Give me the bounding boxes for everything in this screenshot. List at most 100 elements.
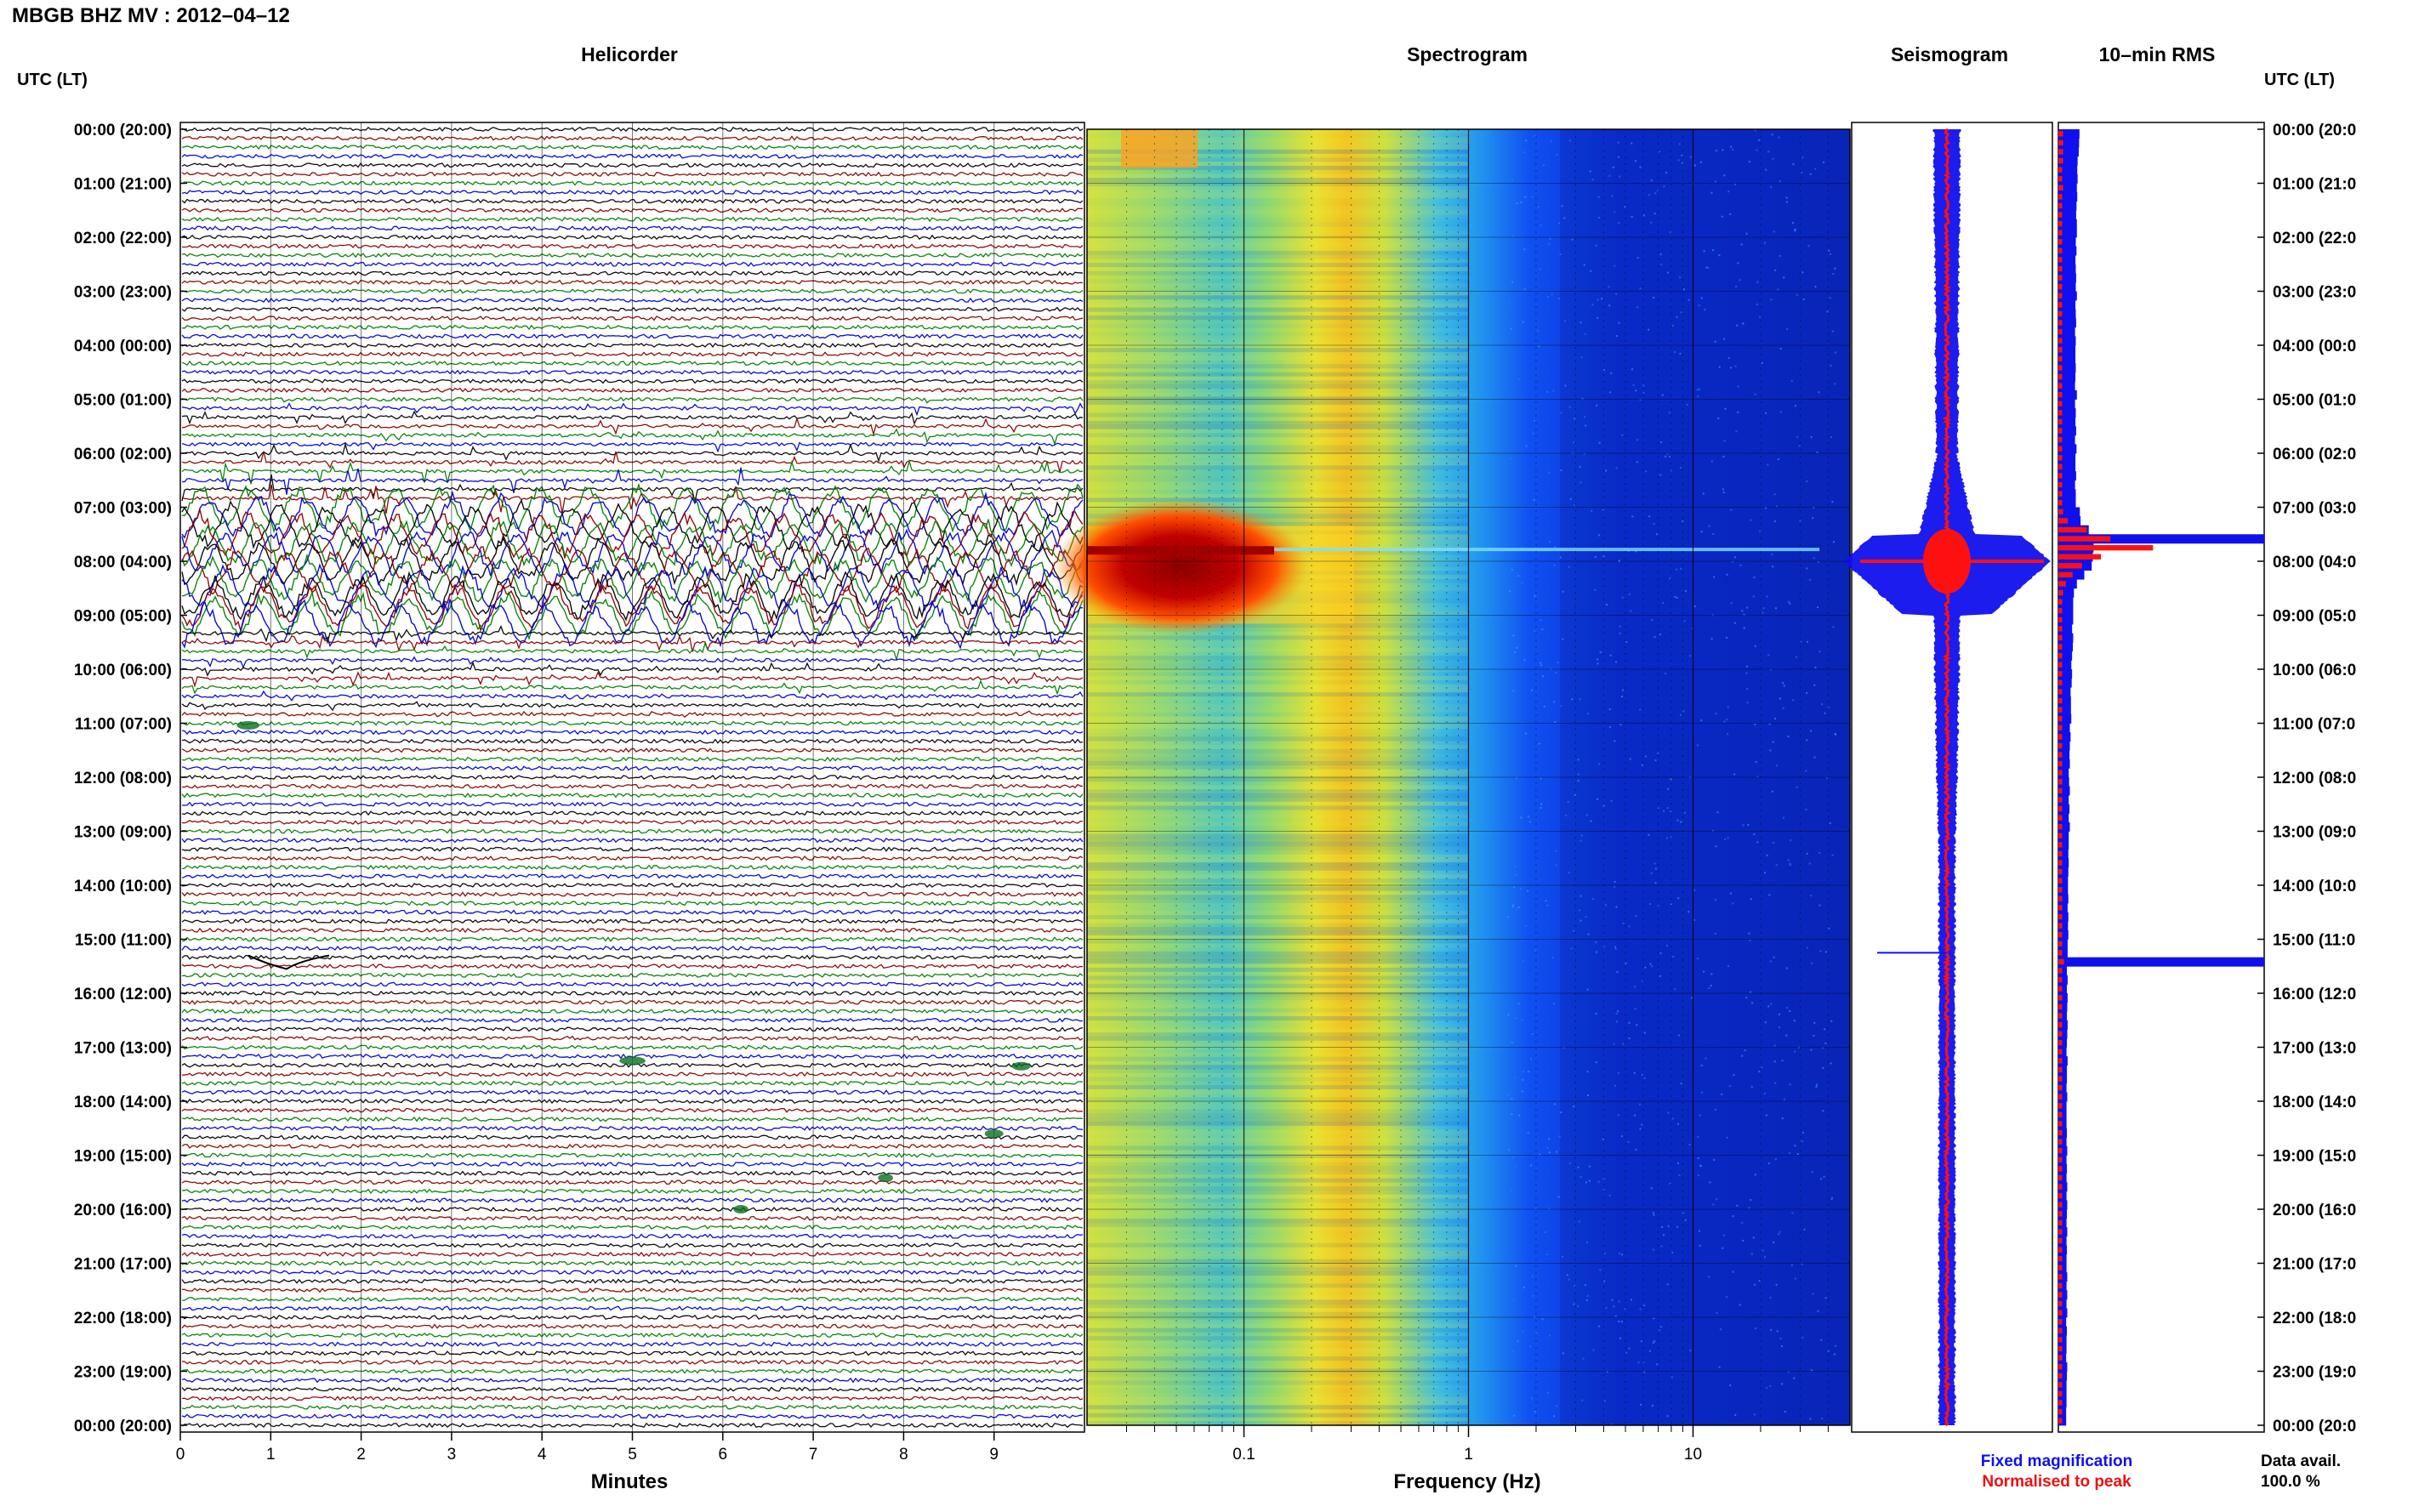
spectrogram-speckle [1641, 1340, 1643, 1343]
spectrogram-speckle [1834, 351, 1836, 354]
spectrogram-speckle [1737, 411, 1739, 413]
spectrogram-speckle [1625, 962, 1627, 964]
rms-normalised-bar [2058, 1121, 2063, 1127]
spectrogram-speckle [1753, 833, 1756, 835]
spectrogram-striation [1087, 1247, 1469, 1252]
spectrogram-striation [1087, 368, 1469, 372]
spectrogram-speckle [1655, 533, 1658, 536]
spectrogram-speckle [1754, 645, 1756, 647]
spectrogram-striation [1087, 404, 1469, 409]
spectrogram-striation [1087, 1304, 1469, 1309]
time-tick-label-left: 02:00 (22:00) [74, 230, 172, 247]
spectrogram-speckle [1562, 590, 1564, 593]
spectrogram-striation [1087, 497, 1469, 503]
spectrogram-striation [1087, 420, 1469, 425]
minutes-tick-label: 5 [628, 1446, 637, 1464]
spectrogram-speckle [1522, 321, 1524, 323]
spectrogram-speckle [1779, 1338, 1782, 1340]
spectrogram-speckle [1511, 281, 1514, 283]
spectrogram-speckle [1801, 171, 1803, 173]
time-tick-label-right: 17:00 (13:0 [2273, 1040, 2356, 1058]
spectrogram-striation [1087, 165, 1469, 170]
spectrogram-striation [1087, 275, 1469, 279]
spectrogram-speckle [1665, 455, 1667, 458]
utc-header-right: UTC (LT) [2264, 71, 2335, 89]
spectrogram-speckle [1614, 880, 1616, 883]
spectrogram-striation [1087, 320, 1469, 324]
spectrogram-speckle [1831, 1197, 1834, 1199]
spectrogram-speckle [1754, 1283, 1756, 1286]
spectrogram-speckle [1617, 156, 1619, 158]
spectrogram-speckle [1643, 1077, 1646, 1079]
spectrogram-striation [1087, 389, 1469, 393]
rms-normalised-bar [2058, 1174, 2063, 1181]
spectrogram-speckle [1758, 1280, 1761, 1282]
spectrogram-speckle [1767, 151, 1770, 153]
spectrogram-speckle [1642, 1361, 1645, 1363]
spectrogram-speckle [1773, 230, 1775, 233]
frequency-tick-label: 1 [1464, 1446, 1473, 1464]
spectrogram-speckle [1708, 1276, 1710, 1278]
spectrogram-speckle [1782, 707, 1784, 709]
spectrogram-speckle [1564, 320, 1567, 322]
spectrogram-speckle [1540, 664, 1542, 667]
spectrogram-speckle [1727, 733, 1729, 736]
spectrogram-speckle [1680, 1083, 1682, 1085]
rms-normalised-bar [2058, 770, 2063, 776]
spectrogram-speckle [1650, 179, 1653, 182]
rms-fixed-bar [2058, 723, 2070, 733]
spectrogram-speckle [1608, 174, 1611, 177]
spectrogram-speckle [1608, 726, 1611, 729]
spectrogram-speckle [1641, 980, 1643, 982]
spectrogram-striation [1087, 1320, 1469, 1325]
spectrogram-speckle [1743, 613, 1745, 616]
rms-normalised-bar [2058, 1274, 2063, 1280]
rms-normalised-bar [2058, 320, 2063, 326]
rms-normalised-bar [2058, 131, 2063, 137]
rms-fixed-bar [2058, 903, 2068, 913]
spectrogram-speckle [1773, 493, 1776, 496]
spectrogram-striation [1087, 1251, 1469, 1256]
spectrogram-speckle [1762, 1249, 1764, 1252]
spectrogram-speckle [1534, 630, 1536, 633]
spectrogram-speckle [1748, 161, 1750, 163]
time-tick-label-right: 12:00 (08:0 [2273, 770, 2356, 787]
rms-normalised-bar [2058, 185, 2063, 190]
spectrogram-speckle [1579, 1176, 1582, 1179]
spectrogram-speckle [1562, 638, 1564, 640]
rms-normalised-bar [2058, 1139, 2063, 1145]
rms-fixed-bar [2058, 579, 2077, 589]
rms-fixed-bar [2058, 939, 2068, 949]
spectrogram-striation [1087, 632, 1469, 636]
spectrogram-speckle [1524, 924, 1527, 927]
rms-fixed-bar [2058, 912, 2069, 922]
spectrogram-speckle [1659, 633, 1661, 635]
spectrogram-speckle [1791, 1212, 1794, 1214]
spectrogram-speckle [1727, 964, 1730, 967]
spectrogram-speckle [1585, 916, 1587, 918]
rms-normalised-bar [2058, 347, 2063, 353]
spectrogram-striation [1087, 263, 1469, 268]
rms-normalised-bar [2058, 1111, 2063, 1118]
spectrogram-speckle [1511, 1041, 1513, 1043]
spectrogram-striation [1087, 355, 1469, 361]
spectrogram-speckle [1625, 640, 1628, 643]
spectrogram-striation [1087, 219, 1469, 223]
rms-normalised-bar [2058, 589, 2063, 596]
spectrogram-striation [1087, 1417, 1469, 1422]
spectrogram-speckle [1803, 1228, 1806, 1231]
spectrogram-speckle [1818, 391, 1820, 394]
spectrogram-striation [1087, 518, 1469, 523]
spectrogram-speckle [1676, 315, 1678, 318]
spectrogram-striation [1087, 833, 1469, 838]
spectrogram-speckle [1597, 1180, 1600, 1183]
spectrogram-speckle [1634, 1008, 1636, 1010]
spectrogram-speckle [1614, 885, 1616, 888]
helicorder-panel [179, 122, 1085, 1433]
spectrogram-striation [1087, 242, 1469, 247]
spectrogram-speckle [1591, 509, 1593, 512]
spectrogram-striation [1087, 1231, 1469, 1235]
spectrogram-speckle [1597, 798, 1599, 800]
rms-fixed-bar [2058, 507, 2080, 517]
spectrogram-speckle [1796, 293, 1798, 296]
